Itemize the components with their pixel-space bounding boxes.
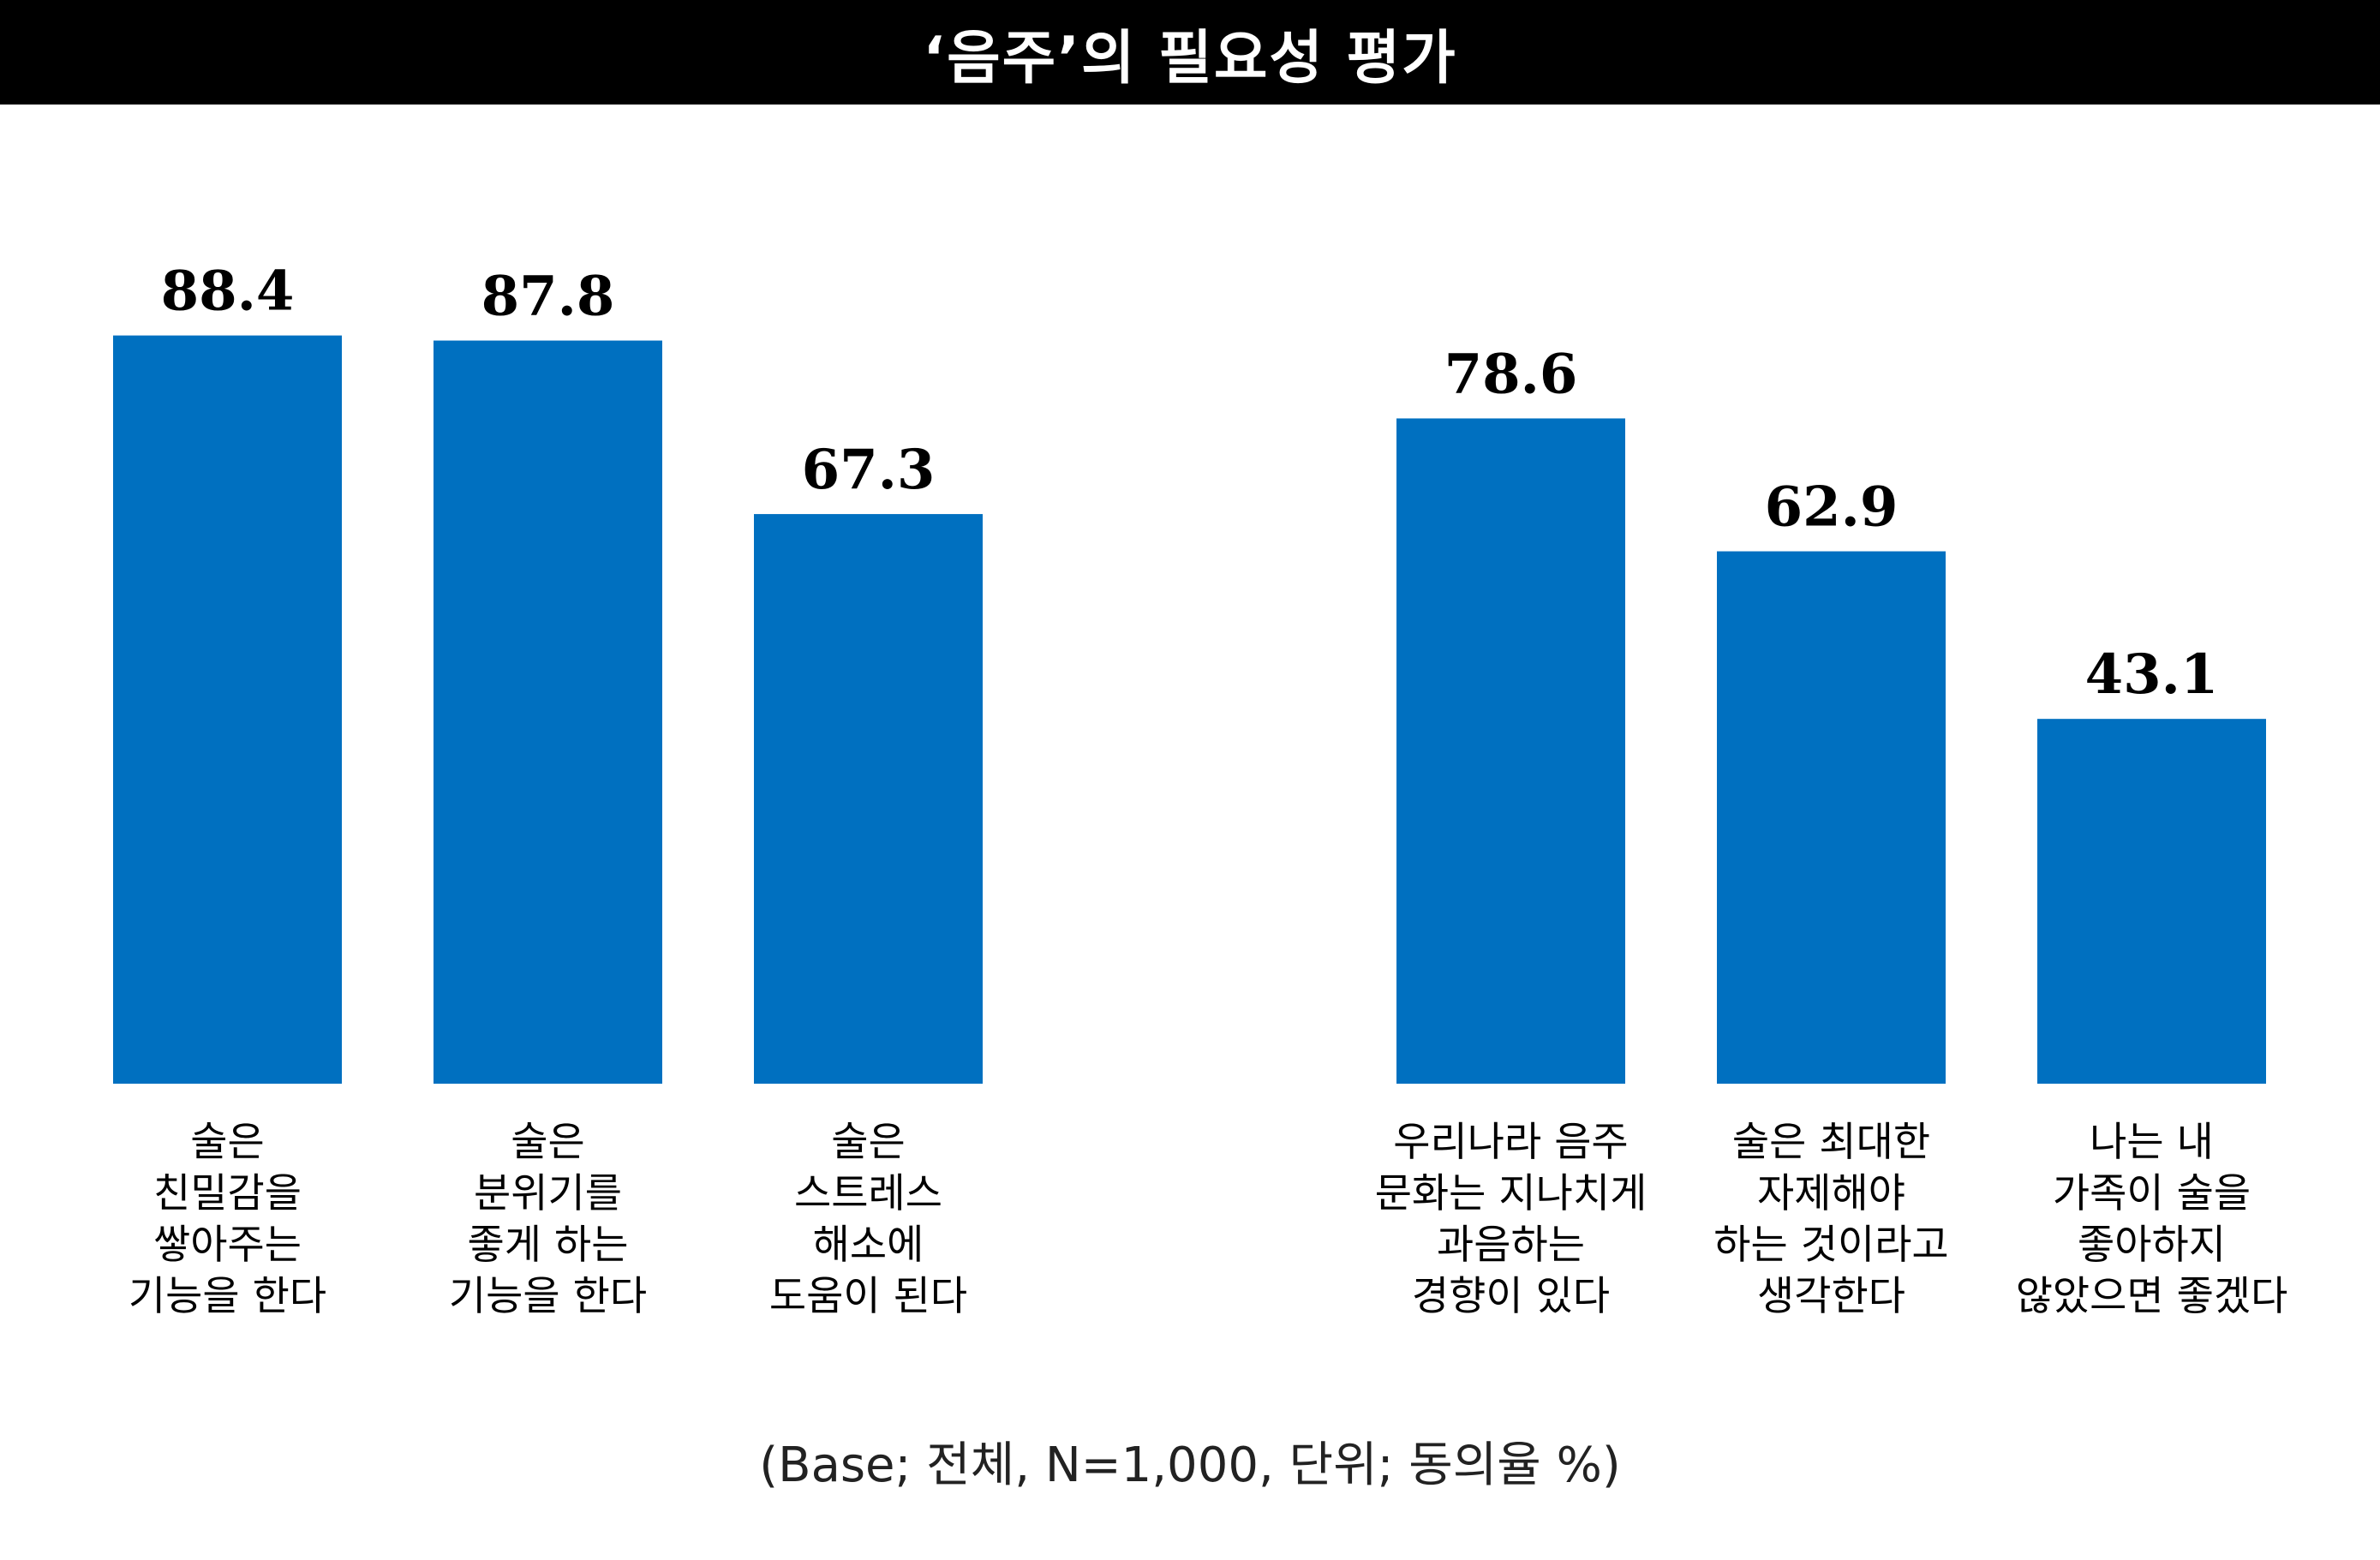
category-label-1-2-line-3: 않았으면 좋겠다 — [2016, 1273, 2288, 1320]
chart-title: ‘음주’의 필요성 평가 — [923, 24, 1457, 93]
category-label-0-1-line-0: 술은 — [511, 1119, 584, 1166]
category-label-1-1-line-0: 술은 최대한 — [1732, 1119, 1930, 1166]
value-label-1-2: 43.1 — [2085, 643, 2219, 707]
category-label-1-0-line-2: 과음하는 — [1437, 1222, 1585, 1269]
bar-0-2 — [754, 514, 983, 1084]
category-label-1-1-line-1: 자제해야 — [1757, 1170, 1905, 1217]
category-label-0-0-line-0: 술은 — [190, 1119, 264, 1166]
category-label-1-0-line-3: 경향이 있다 — [1412, 1273, 1610, 1320]
category-label-1-1-line-3: 생각한다 — [1757, 1273, 1905, 1320]
category-label-1-2-line-1: 가족이 술을 — [2053, 1170, 2251, 1217]
category-label-0-2-line-1: 스트레스 — [794, 1170, 942, 1217]
category-label-1-2-line-2: 좋아하지 — [2078, 1222, 2226, 1269]
bar-0-1 — [434, 340, 662, 1084]
category-label-0-0-line-1: 친밀감을 — [153, 1170, 302, 1217]
value-label-1-1: 62.9 — [1765, 475, 1899, 540]
category-label-0-0-line-3: 기능을 한다 — [129, 1273, 326, 1320]
bar-0-0 — [113, 335, 342, 1084]
title-bar: ‘음주’의 필요성 평가 — [0, 0, 2380, 105]
value-label-0-1: 87.8 — [481, 265, 615, 329]
value-label-0-0: 88.4 — [161, 260, 295, 324]
category-label-0-2-line-3: 도움이 된다 — [769, 1273, 967, 1320]
bar-1-2 — [2037, 719, 2266, 1084]
footnote: (Base; 전체, N=1,000, 단위; 동의율 %) — [759, 1437, 1621, 1493]
category-label-0-1-line-1: 분위기를 — [474, 1170, 622, 1217]
bar-1-0 — [1396, 418, 1625, 1084]
value-label-0-2: 67.3 — [802, 438, 936, 502]
category-label-1-0-line-1: 문화는 지나치게 — [1375, 1170, 1647, 1217]
category-label-1-2-line-0: 나는 내 — [2090, 1119, 2214, 1166]
category-label-1-1-line-2: 하는 것이라고 — [1713, 1222, 1948, 1269]
category-label-0-1-line-2: 좋게 하는 — [468, 1222, 629, 1269]
bar-1-1 — [1717, 551, 1946, 1084]
value-label-1-0: 78.6 — [1444, 342, 1578, 406]
category-label-0-2-line-0: 술은 — [831, 1119, 905, 1166]
category-label-0-1-line-3: 기능을 한다 — [449, 1273, 647, 1320]
category-label-1-0-line-0: 우리나라 음주 — [1393, 1119, 1628, 1166]
category-label-0-2-line-2: 해소에 — [813, 1222, 924, 1269]
category-label-0-0-line-2: 쌓아주는 — [153, 1222, 302, 1269]
